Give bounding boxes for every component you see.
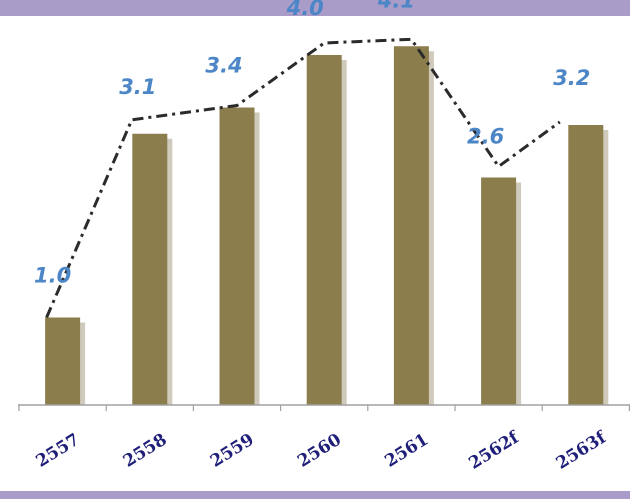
x-tick-label-2562f: 2562f <box>465 427 523 474</box>
x-tick-label-2558: 2558 <box>120 430 171 472</box>
bar-2558 <box>132 133 168 405</box>
data-label-2558: 3.1 <box>119 75 156 99</box>
bottom-frame-bar <box>0 491 630 499</box>
bar-2559 <box>219 107 255 405</box>
data-label-2563f: 3.2 <box>553 66 590 90</box>
data-label-2559: 3.4 <box>205 54 242 78</box>
data-label-2560: 4.0 <box>286 0 324 20</box>
top-frame-bar <box>0 0 630 16</box>
x-tick-label-2560: 2560 <box>294 430 345 472</box>
x-axis <box>18 404 630 411</box>
bars <box>45 46 604 405</box>
data-label-2561: 4.1 <box>377 0 415 12</box>
bar-2560 <box>306 55 342 405</box>
bar-2561 <box>393 46 429 405</box>
bar-2563f <box>568 125 604 405</box>
x-tick-labels: 2557 2558 2559 2560 2561 2562f 2563f <box>33 427 611 474</box>
data-label-2557: 1.0 <box>34 264 71 288</box>
x-tick-label-2561: 2561 <box>381 430 432 472</box>
x-tick-label-2563f: 2563f <box>553 427 611 474</box>
x-tick-label-2559: 2559 <box>207 430 258 472</box>
data-labels: 1.0 3.1 3.4 4.0 4.1 2.6 3.2 <box>34 0 590 288</box>
data-label-2562f: 2.6 <box>467 125 504 149</box>
bar-2562f <box>481 177 517 405</box>
x-tick-label-2557: 2557 <box>33 430 84 472</box>
bar-2557 <box>45 317 81 405</box>
